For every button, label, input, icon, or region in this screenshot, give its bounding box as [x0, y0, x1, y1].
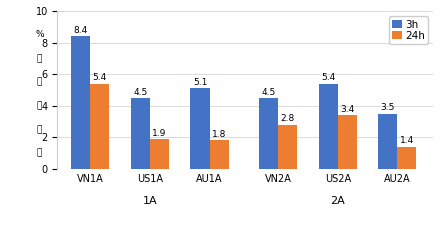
Text: 율: 율 [37, 101, 42, 110]
Text: 1.9: 1.9 [152, 128, 167, 137]
Text: 4.5: 4.5 [133, 88, 148, 97]
Bar [397, 147, 416, 169]
Text: 5.4: 5.4 [93, 73, 107, 82]
Bar [210, 140, 229, 169]
Text: 5.4: 5.4 [321, 73, 335, 82]
Text: 3.5: 3.5 [381, 103, 395, 112]
Text: 복: 복 [37, 148, 42, 157]
Bar [150, 139, 169, 169]
Text: %: % [35, 30, 44, 39]
Bar [259, 98, 278, 169]
Text: 비: 비 [37, 78, 42, 87]
Text: 3.4: 3.4 [340, 105, 354, 114]
Text: 1.4: 1.4 [400, 136, 414, 145]
Bar [338, 115, 357, 169]
Text: 회: 회 [37, 125, 42, 134]
Bar [131, 98, 150, 169]
Text: 총: 총 [37, 54, 42, 63]
Bar [90, 84, 109, 169]
Text: 1A: 1A [143, 196, 157, 205]
Bar [278, 125, 297, 169]
Text: 8.4: 8.4 [73, 26, 88, 35]
Text: 1.8: 1.8 [212, 130, 226, 139]
Bar [71, 36, 90, 169]
Text: 4.5: 4.5 [261, 88, 276, 97]
Text: 5.1: 5.1 [193, 78, 207, 87]
Legend: 3h, 24h: 3h, 24h [389, 16, 428, 44]
Text: 2A: 2A [330, 196, 345, 205]
Bar [191, 88, 210, 169]
Bar [378, 114, 397, 169]
Text: 2.8: 2.8 [281, 114, 295, 123]
Bar [319, 84, 338, 169]
